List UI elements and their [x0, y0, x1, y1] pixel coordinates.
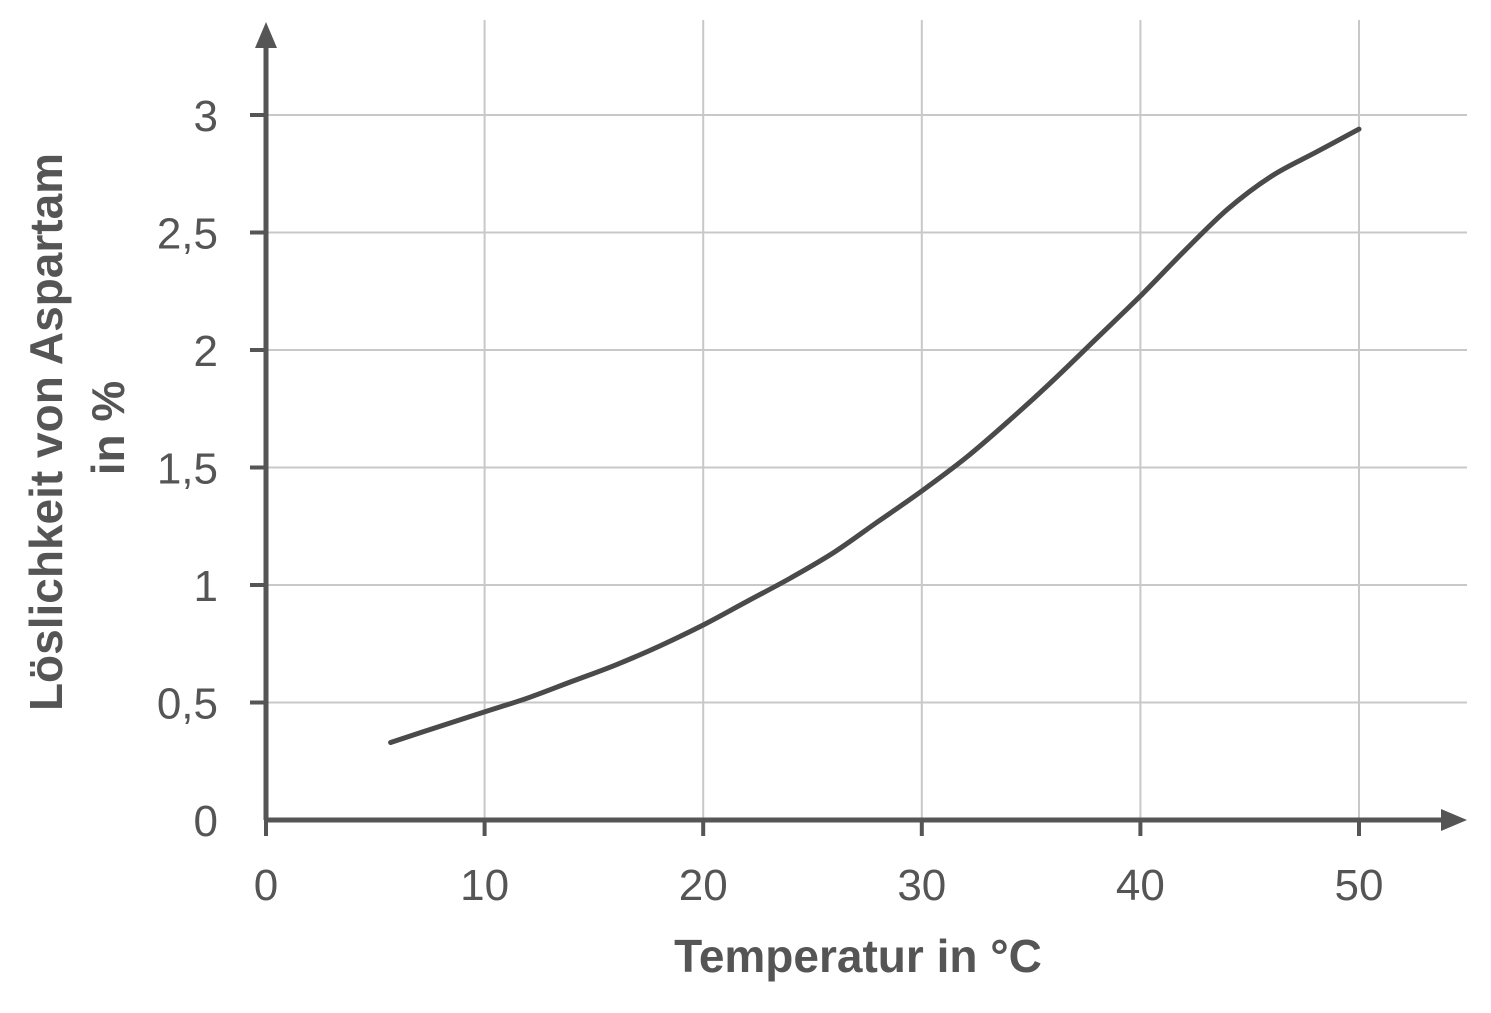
grid — [266, 20, 1467, 820]
y-axis-arrow-icon — [255, 22, 277, 48]
x-axis-arrow-icon — [1441, 809, 1467, 831]
y-axis-title-line-1: Löslichkeit von Aspartam — [20, 153, 72, 711]
series-line-0 — [388, 126, 1362, 745]
x-axis-title: Temperatur in °C — [674, 930, 1042, 982]
y-tick-label-3: 1,5 — [157, 445, 218, 494]
ticks: 0 10 20 30 40 50 0 0,5 1 1,5 2 2,5 3 — [157, 92, 1384, 910]
x-tick-label-0: 0 — [254, 861, 278, 910]
y-axis-title-line-2: in % — [82, 381, 134, 476]
y-tick-label-0: 0 — [194, 797, 218, 846]
x-tick-label-40: 40 — [1116, 861, 1165, 910]
y-tick-label-2: 1 — [194, 562, 218, 611]
series-group — [388, 126, 1362, 745]
x-tick-label-50: 50 — [1335, 861, 1384, 910]
y-tick-label-4: 2 — [194, 327, 218, 376]
y-tick-label-1: 0,5 — [157, 680, 218, 729]
y-tick-label-6: 3 — [194, 92, 218, 141]
x-tick-label-20: 20 — [679, 861, 728, 910]
y-tick-label-5: 2,5 — [157, 210, 218, 259]
x-tick-label-10: 10 — [460, 861, 509, 910]
axes — [255, 22, 1467, 831]
x-tick-label-30: 30 — [897, 861, 946, 910]
